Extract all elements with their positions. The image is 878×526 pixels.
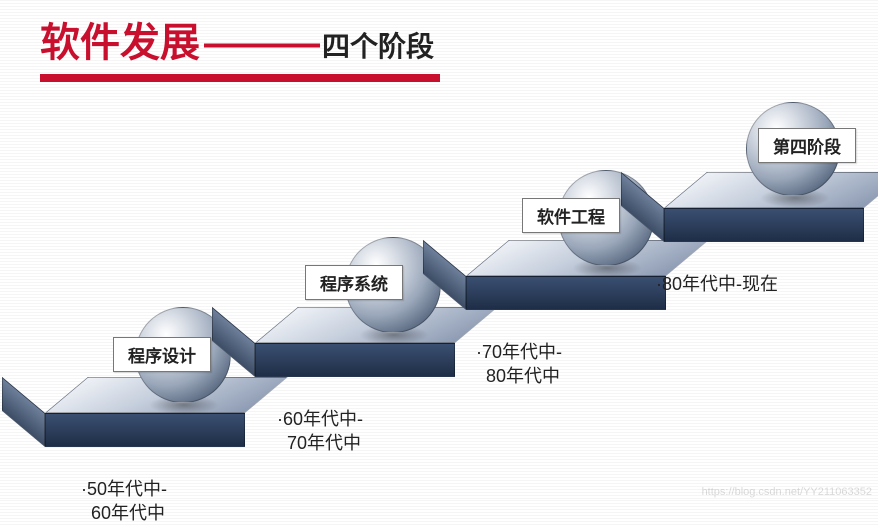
stage-period: ·80年代中-现在 <box>656 272 778 296</box>
stage-label: 软件工程 <box>522 198 620 233</box>
step-1: 程序设计·50年代中- 60年代中 <box>45 377 245 467</box>
stage-period: ·60年代中- 70年代中 <box>277 407 363 456</box>
stage-label: 第四阶段 <box>758 128 856 163</box>
title-sub: 四个阶段 <box>322 25 434 65</box>
step-4: 第四阶段·80年代中-现在 <box>664 172 864 262</box>
stage-area: 程序设计·50年代中- 60年代中程序系统·60年代中- 70年代中软件工程·7… <box>0 82 878 482</box>
title-dash: ——— <box>204 21 318 66</box>
stage-label: 程序系统 <box>305 265 403 300</box>
stage-period: ·50年代中- 60年代中 <box>81 477 167 526</box>
stage-label: 程序设计 <box>113 337 211 372</box>
step-2: 程序系统·60年代中- 70年代中 <box>255 307 455 397</box>
header: 软件发展 ——— 四个阶段 <box>0 0 878 82</box>
title-main: 软件发展 <box>40 10 200 68</box>
watermark: https://blog.csdn.net/YY211063352 <box>702 486 872 498</box>
step-3: 软件工程·70年代中- 80年代中 <box>466 240 666 330</box>
title-line: 软件发展 ——— 四个阶段 <box>40 10 838 68</box>
underline-bar <box>40 74 440 82</box>
stage-period: ·70年代中- 80年代中 <box>476 340 562 389</box>
